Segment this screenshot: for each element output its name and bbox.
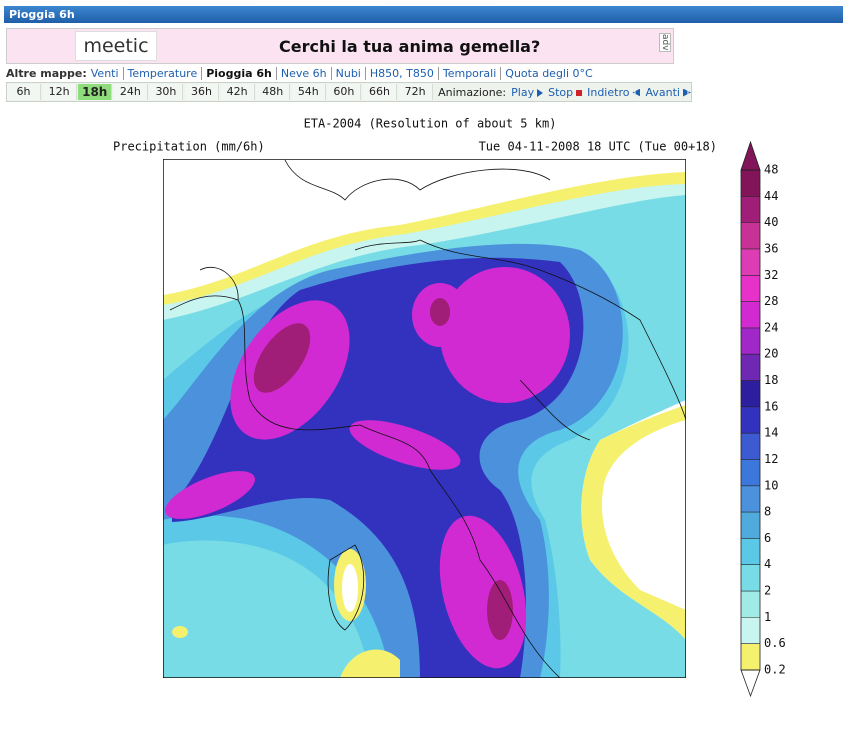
- colorbar-band: [741, 485, 760, 513]
- map-link[interactable]: Venti: [90, 67, 119, 80]
- colorbar-label: 20: [764, 347, 778, 361]
- control-icon[interactable]: [576, 89, 583, 96]
- map-link[interactable]: H850, T850: [364, 67, 438, 80]
- control-icon[interactable]: [537, 88, 544, 97]
- colorbar-band: [741, 354, 760, 381]
- colorbar-label: 28: [764, 294, 778, 308]
- colorbar-band: [741, 222, 760, 249]
- control-label[interactable]: Indietro: [587, 85, 630, 99]
- precipitation-field: [163, 159, 686, 678]
- colorbar-label: 18: [764, 373, 778, 387]
- map-link[interactable]: Pioggia 6h: [201, 67, 276, 80]
- map-variable: Precipitation (mm/6h): [113, 140, 265, 154]
- colorbar-band: [741, 617, 760, 644]
- colorbar-label: 36: [764, 241, 778, 255]
- animation-label: Animazione:: [438, 85, 507, 99]
- colorbar-band: [741, 433, 760, 460]
- ad-banner[interactable]: meetic Cerchi la tua anima gemella? adv: [6, 28, 674, 64]
- time-tab[interactable]: 6h: [7, 84, 42, 100]
- ad-text[interactable]: Cerchi la tua anima gemella?: [279, 37, 541, 56]
- colorbar-label: 24: [764, 320, 778, 334]
- colorbar-band: [741, 248, 760, 276]
- map-link[interactable]: Temporali: [437, 67, 501, 80]
- colorbar-label: 12: [764, 452, 778, 466]
- maps-nav: Altre mappe: Venti Temperature Pioggia 6h Ne…: [6, 67, 597, 80]
- time-tabs: 6h 12h 18h 24h 30h 36h 42h 48h 54h 60h 66h 72h Anima…: [6, 82, 692, 102]
- animation-control[interactable]: Avanti: [645, 85, 691, 99]
- time-tab[interactable]: 36h: [184, 84, 220, 100]
- colorbar-label: 48: [764, 163, 778, 177]
- control-icon[interactable]: [682, 88, 691, 97]
- map-valid-time: Tue 04-11-2008 18 UTC (Tue 00+18): [479, 140, 717, 154]
- map-link[interactable]: Neve 6h: [275, 67, 331, 80]
- time-tab[interactable]: 72h: [398, 84, 433, 100]
- colorbar-band: [741, 538, 760, 565]
- time-tab[interactable]: 12h: [42, 84, 77, 100]
- map-link[interactable]: Nubi: [330, 67, 365, 80]
- colorbar-band: [741, 380, 760, 407]
- ad-logo[interactable]: meetic: [75, 31, 157, 61]
- colorbar-band: [741, 275, 760, 302]
- colorbar-label: 0.6: [764, 636, 786, 650]
- control-label[interactable]: Avanti: [645, 85, 680, 99]
- time-tab[interactable]: 18h: [78, 84, 113, 100]
- control-icon[interactable]: [632, 88, 641, 97]
- colorbar-band: [741, 170, 760, 197]
- control-label[interactable]: Stop: [548, 85, 574, 99]
- colorbar-band: [741, 196, 760, 223]
- map-link[interactable]: Temperature: [122, 67, 202, 80]
- animation-control[interactable]: Play: [511, 85, 544, 99]
- time-tab[interactable]: 30h: [149, 84, 184, 100]
- colorbar-band: [741, 406, 760, 434]
- time-tab[interactable]: 66h: [362, 84, 398, 100]
- colorbar-label: 8: [764, 505, 771, 519]
- colorbar-band: [741, 643, 760, 670]
- colorbar-band: [741, 301, 760, 328]
- colorbar-band: [741, 327, 760, 355]
- title-bar: Pioggia 6h: [4, 6, 843, 23]
- map-link[interactable]: Quota degli 0°C: [500, 67, 597, 80]
- colorbar-label: 32: [764, 268, 778, 282]
- map-title: ETA-2004 (Resolution of about 5 km): [304, 117, 557, 131]
- ad-tag: adv: [659, 33, 671, 52]
- time-tab[interactable]: 48h: [256, 84, 291, 100]
- colorbar-band: [741, 591, 760, 618]
- time-tab[interactable]: 54h: [291, 84, 326, 100]
- colorbar-label: 2: [764, 584, 771, 598]
- animation-control[interactable]: Indietro: [587, 85, 641, 99]
- nav-label: Altre mappe:: [6, 67, 87, 80]
- colorbar-band: [741, 564, 760, 592]
- colorbar-label: 40: [764, 215, 778, 229]
- colorbar-bottom-arrow: [740, 669, 761, 698]
- colorbar-label: 4: [764, 557, 771, 571]
- colorbar-label: 14: [764, 426, 778, 440]
- colorbar-label: 16: [764, 399, 778, 413]
- control-label[interactable]: Play: [511, 85, 535, 99]
- animation: Animazione: Play Stop Indietro Avanti: [438, 86, 691, 99]
- time-tab[interactable]: 42h: [220, 84, 255, 100]
- time-tab[interactable]: 24h: [113, 84, 148, 100]
- colorbar-label: 1: [764, 610, 771, 624]
- colorbar-label: 44: [764, 189, 778, 203]
- time-tab[interactable]: 60h: [327, 84, 362, 100]
- colorbar-label: 10: [764, 478, 778, 492]
- colorbar-label: 0.2: [764, 663, 786, 677]
- colorbar-label: 6: [764, 531, 771, 545]
- colorbar-band: [741, 512, 760, 539]
- colorbar-top-arrow: [740, 140, 761, 171]
- animation-control[interactable]: Stop: [548, 85, 583, 99]
- colorbar-band: [741, 459, 760, 486]
